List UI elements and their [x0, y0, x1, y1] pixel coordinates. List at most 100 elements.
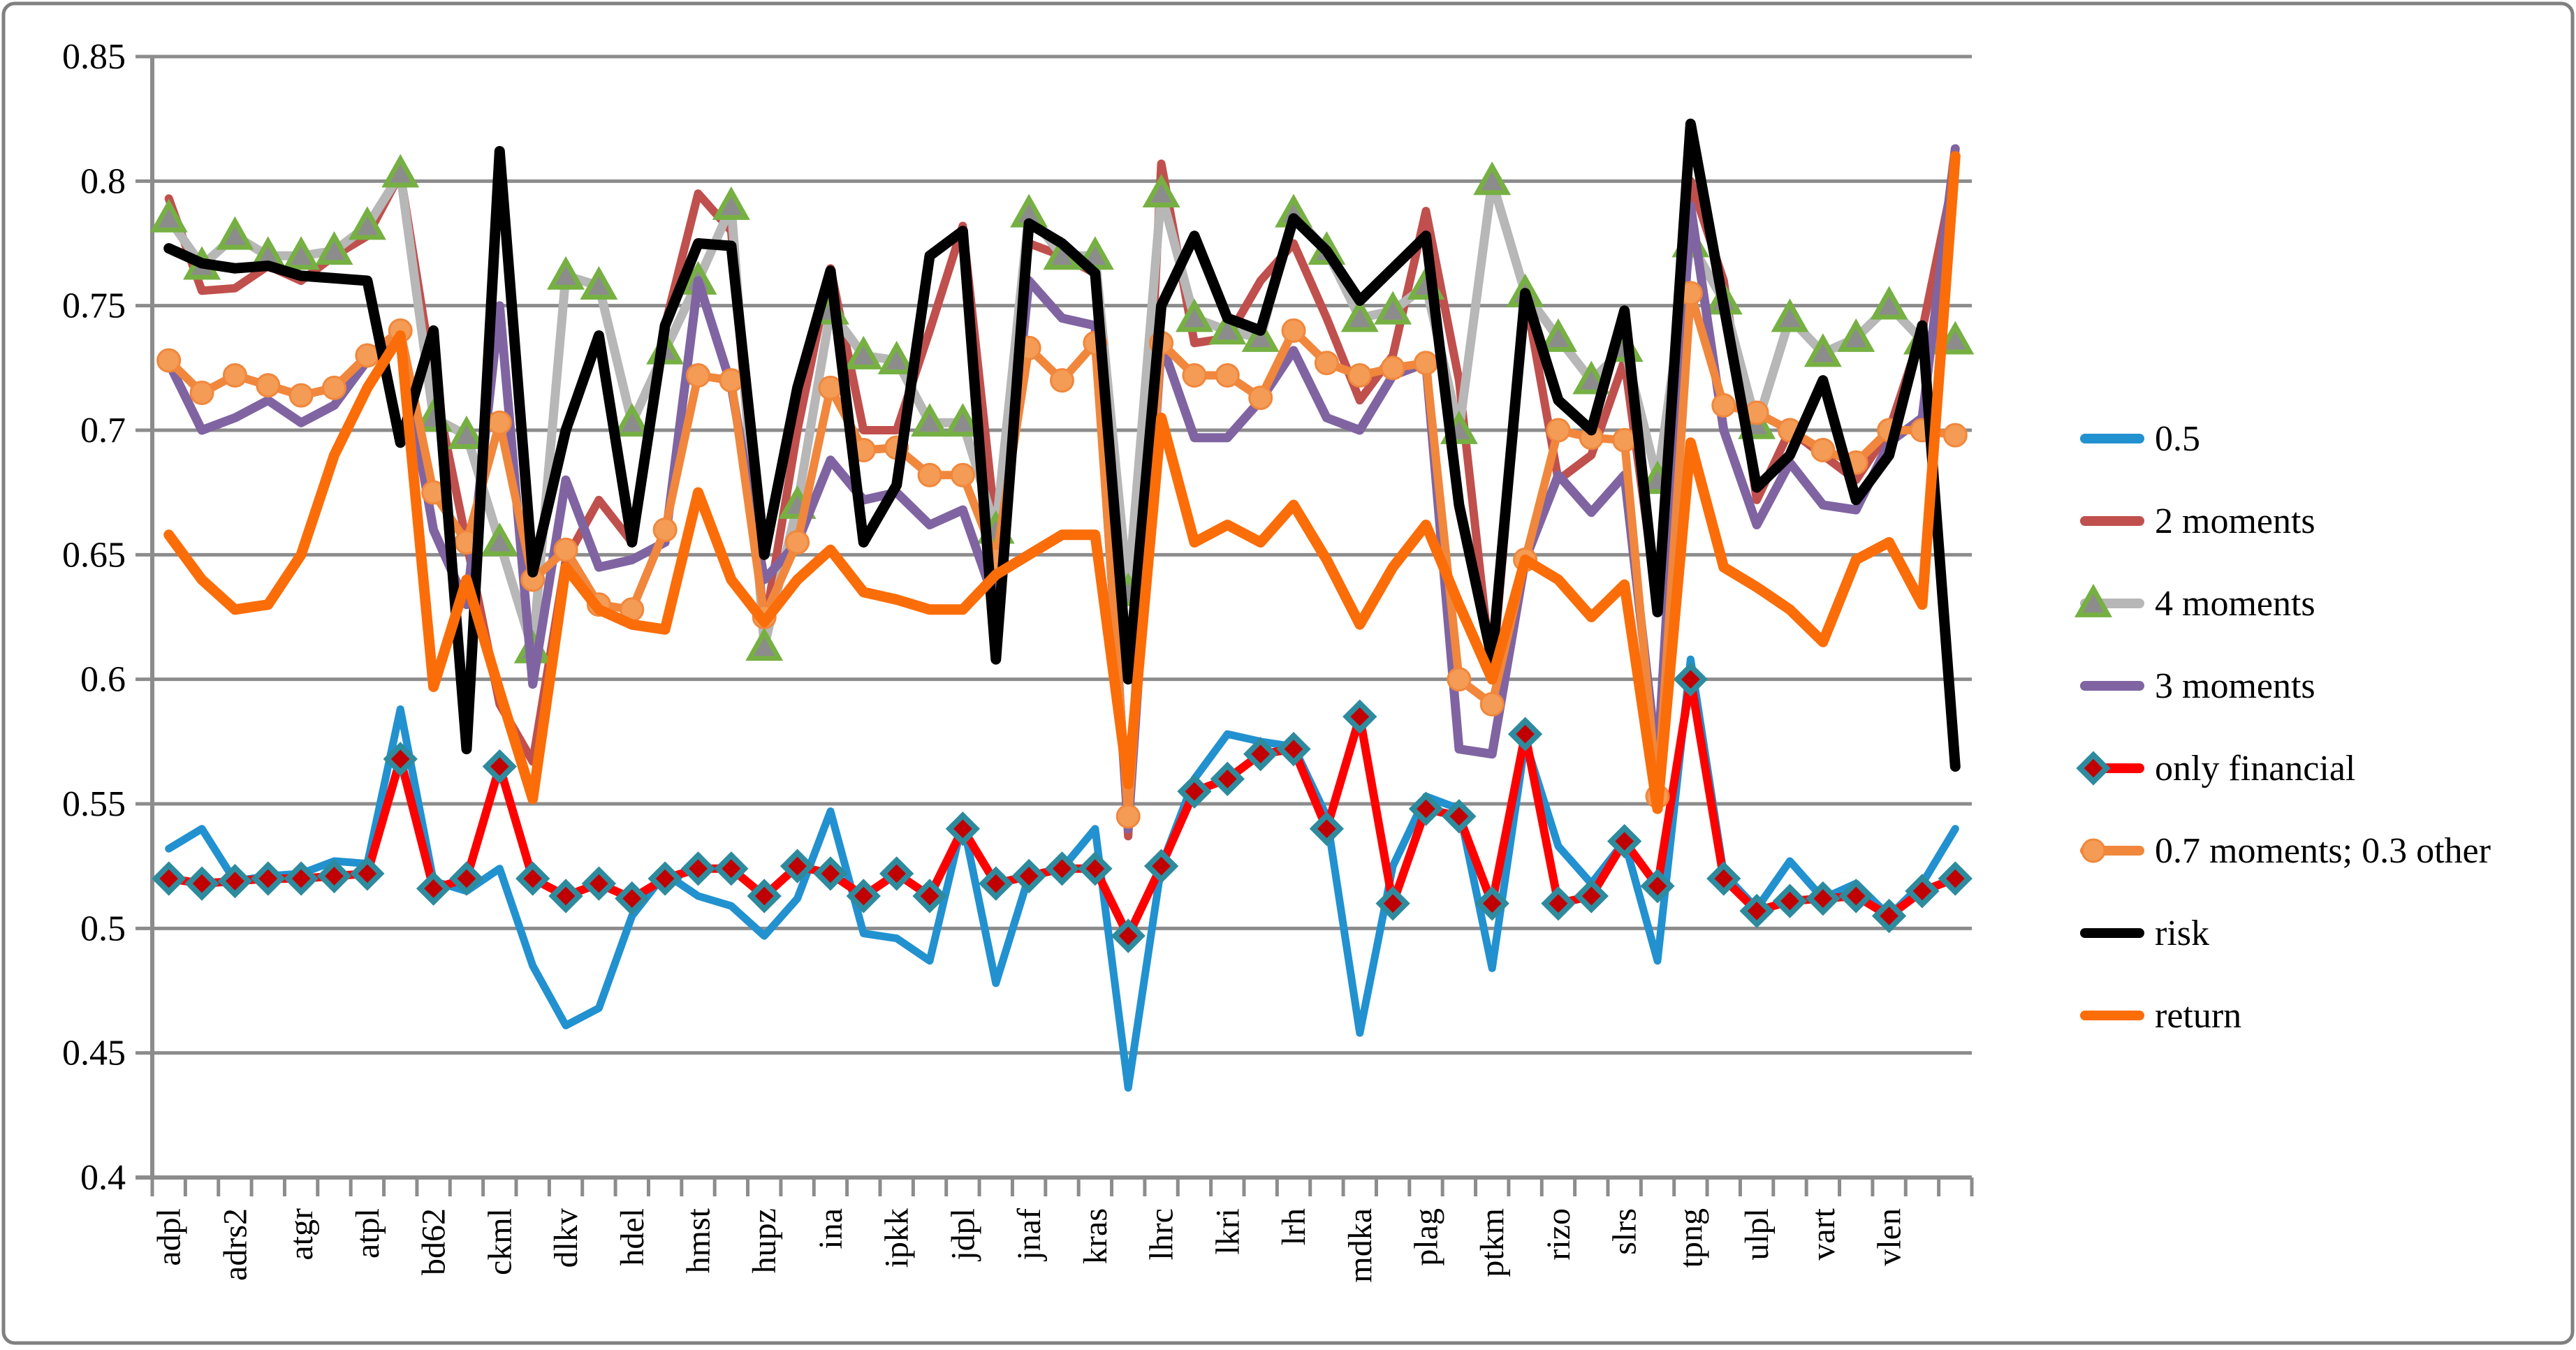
legend-label: 3 moments [2155, 666, 2315, 706]
x-axis-tick-label: mdka [1342, 1208, 1379, 1283]
circle-marker [2081, 838, 2106, 863]
legend-item: only financial [2076, 749, 2355, 788]
triangle-marker [712, 186, 750, 220]
diamond-marker [1607, 823, 1642, 859]
circle-marker [1115, 804, 1141, 829]
x-axis-tick-label: vlen [1871, 1208, 1908, 1266]
legend-item: 3 moments [2080, 666, 2315, 706]
circle-marker [1050, 368, 1074, 393]
diamond-marker [1309, 812, 1345, 846]
diamond-marker [1442, 799, 1477, 834]
x-axis-tick-label: tpng [1672, 1208, 1709, 1268]
triangle-marker [580, 265, 618, 300]
triangle-marker [911, 403, 949, 437]
y-axis-tick-label: 0.45 [62, 1034, 126, 1073]
triangle-marker [745, 627, 784, 661]
diamond-marker [714, 851, 749, 886]
triangle-marker [216, 216, 254, 250]
diamond-marker [879, 856, 914, 891]
circle-marker [1314, 351, 1339, 376]
triangle-marker [1208, 311, 1247, 345]
diamond-marker [383, 742, 418, 777]
x-axis-tick-label: ckml [481, 1208, 518, 1275]
x-axis-tick-label: bd62 [416, 1208, 453, 1275]
diamond-marker [1143, 849, 1179, 883]
circle-marker [1810, 438, 1836, 463]
diamond-marker [680, 851, 716, 886]
circle-marker [1711, 392, 1736, 418]
diamond-marker [1640, 869, 1675, 904]
triangle-marker [1340, 298, 1379, 332]
circle-marker [1215, 363, 1240, 388]
triangle-marker [315, 231, 353, 265]
circle-marker [222, 363, 247, 388]
diamond-marker [1938, 861, 1973, 896]
circle-marker [686, 363, 710, 388]
y-axis-tick-label: 0.65 [62, 535, 126, 575]
diamond-marker [449, 861, 484, 896]
diamond-marker [979, 866, 1013, 901]
circle-marker [156, 348, 182, 373]
diamond-marker [1276, 731, 1311, 767]
triangle-marker [447, 415, 485, 450]
diamond-marker [1871, 898, 1907, 934]
legend-item: 4 moments [2074, 583, 2315, 624]
circle-marker [1942, 423, 1968, 448]
legend-item: 2 moments [2080, 501, 2315, 541]
triangle-marker [613, 403, 651, 437]
circle-marker [719, 368, 744, 393]
x-axis-tick-label: ptkm [1474, 1208, 1511, 1277]
x-axis-tick-label: adpl [151, 1208, 188, 1266]
x-axis-tick-label: slrs [1607, 1208, 1644, 1255]
diamond-marker [912, 879, 947, 914]
diamond-marker [1806, 881, 1840, 916]
diamond-marker [1673, 662, 1708, 697]
x-axis-tick-label: kras [1077, 1208, 1114, 1264]
circle-marker [355, 343, 380, 368]
circle-marker [1612, 427, 1637, 453]
diamond-marker [251, 861, 286, 896]
legend-item: risk [2080, 914, 2209, 953]
circle-marker [1479, 691, 1505, 717]
diamond-marker [1078, 851, 1113, 886]
circle-marker [288, 383, 314, 408]
diamond-marker [416, 871, 451, 906]
circle-marker [1414, 351, 1438, 376]
y-axis-tick-label: 0.7 [80, 411, 126, 450]
circle-marker [917, 462, 942, 487]
triangle-marker [282, 236, 321, 270]
series-line-risk [163, 118, 1961, 772]
triangle-marker [877, 340, 916, 375]
circle-marker [785, 530, 810, 555]
diamond-marker [1342, 699, 1377, 734]
triangle-marker [481, 522, 519, 557]
diamond-marker [2076, 751, 2111, 786]
circle-marker [1182, 363, 1207, 388]
triangle-marker [1374, 291, 1412, 325]
diamond-marker [780, 849, 815, 883]
diamond-marker [647, 861, 682, 896]
x-axis-tick-label: ipkk [879, 1208, 916, 1268]
legend-label: 4 moments [2155, 584, 2315, 624]
diamond-marker [1210, 761, 1245, 796]
triangle-marker [1837, 318, 1875, 352]
diamond-marker [1177, 774, 1212, 809]
x-axis-tick-label: rizo [1540, 1208, 1577, 1261]
diamond-marker [1375, 886, 1410, 921]
diamond-marker [316, 858, 352, 894]
diamond-marker [284, 861, 319, 896]
diamond-marker [217, 863, 253, 899]
y-axis-tick-label: 0.6 [80, 660, 126, 700]
legend-label: 0.5 [2155, 419, 2200, 459]
x-axis-tick-label: adrs2 [217, 1208, 254, 1281]
circle-marker [1380, 355, 1405, 381]
circle-marker [553, 537, 578, 562]
triangle-marker [1539, 318, 1577, 352]
x-axis-tick-label: lhrc [1143, 1208, 1180, 1261]
diamond-marker [747, 879, 782, 914]
diamond-marker [350, 856, 385, 891]
triangle-marker [944, 403, 982, 437]
diamond-marker [1044, 851, 1080, 886]
